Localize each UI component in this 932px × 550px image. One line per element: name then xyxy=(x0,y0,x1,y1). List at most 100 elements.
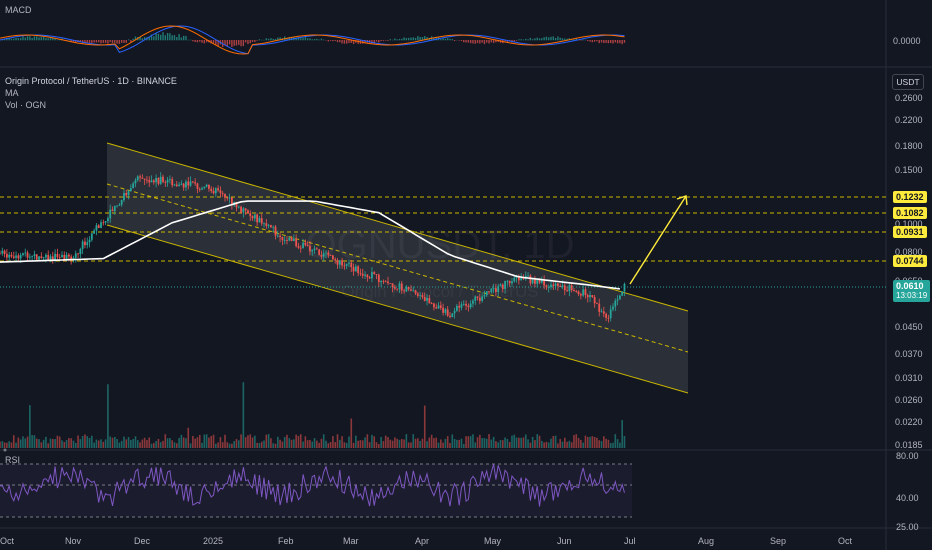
candle[interactable] xyxy=(247,210,249,214)
candle[interactable] xyxy=(125,192,128,196)
candle[interactable] xyxy=(79,248,82,255)
candle[interactable] xyxy=(51,256,54,261)
candle[interactable] xyxy=(490,288,493,293)
candle[interactable] xyxy=(345,263,348,266)
candle[interactable] xyxy=(134,180,137,184)
candle[interactable] xyxy=(469,303,472,308)
candle[interactable] xyxy=(433,303,435,308)
candle[interactable] xyxy=(540,279,543,283)
candle[interactable] xyxy=(256,214,259,223)
candle[interactable] xyxy=(382,281,385,282)
candle[interactable] xyxy=(155,177,158,183)
candle[interactable] xyxy=(607,317,610,319)
candle[interactable] xyxy=(253,214,256,219)
candle[interactable] xyxy=(111,209,114,212)
candle[interactable] xyxy=(5,253,8,258)
candle[interactable] xyxy=(263,223,265,225)
candle[interactable] xyxy=(600,311,603,313)
candle[interactable] xyxy=(407,286,410,290)
candle[interactable] xyxy=(84,241,86,246)
candle[interactable] xyxy=(478,297,481,301)
candle[interactable] xyxy=(582,289,585,296)
candle[interactable] xyxy=(343,265,346,267)
candle[interactable] xyxy=(205,184,208,187)
candle[interactable] xyxy=(244,208,247,211)
candle[interactable] xyxy=(366,274,369,278)
candle[interactable] xyxy=(3,250,6,254)
candle[interactable] xyxy=(341,260,343,266)
candle[interactable] xyxy=(497,286,500,293)
candle[interactable] xyxy=(86,242,89,246)
candle[interactable] xyxy=(332,255,334,260)
channel-lower-line[interactable] xyxy=(106,224,689,394)
candle[interactable] xyxy=(313,248,316,251)
candle[interactable] xyxy=(12,256,15,258)
candle[interactable] xyxy=(90,233,93,240)
candle[interactable] xyxy=(70,256,73,260)
candle[interactable] xyxy=(559,285,562,288)
candle[interactable] xyxy=(435,307,438,309)
candle[interactable] xyxy=(354,266,357,272)
candle[interactable] xyxy=(15,255,17,258)
ma-legend[interactable]: MA xyxy=(5,88,19,98)
candle[interactable] xyxy=(203,186,206,189)
candle[interactable] xyxy=(586,295,589,298)
candle[interactable] xyxy=(368,277,371,279)
candle[interactable] xyxy=(309,245,311,252)
candle[interactable] xyxy=(139,176,141,178)
candle[interactable] xyxy=(97,225,100,228)
candle[interactable] xyxy=(458,305,461,308)
candle[interactable] xyxy=(100,222,102,228)
candle[interactable] xyxy=(54,253,57,261)
candle[interactable] xyxy=(534,278,536,284)
candle[interactable] xyxy=(593,297,596,304)
candle[interactable] xyxy=(22,253,24,256)
candle[interactable] xyxy=(226,197,229,199)
candle[interactable] xyxy=(260,218,263,224)
candle[interactable] xyxy=(31,256,34,257)
candle[interactable] xyxy=(189,181,192,186)
candle[interactable] xyxy=(543,279,546,286)
candle[interactable] xyxy=(325,252,327,254)
volume-legend[interactable]: Vol · OGN xyxy=(5,100,47,110)
candle[interactable] xyxy=(162,176,164,182)
candle[interactable] xyxy=(495,288,497,293)
candle[interactable] xyxy=(384,281,387,283)
candle[interactable] xyxy=(536,280,539,284)
currency-button[interactable]: USDT xyxy=(892,74,924,90)
candle[interactable] xyxy=(217,188,220,191)
candle[interactable] xyxy=(178,184,180,187)
candle[interactable] xyxy=(577,291,580,295)
candle[interactable] xyxy=(501,284,504,289)
candle[interactable] xyxy=(414,290,417,294)
candle[interactable] xyxy=(249,213,252,217)
candle[interactable] xyxy=(81,241,84,249)
ma-line[interactable] xyxy=(0,200,621,290)
candle[interactable] xyxy=(591,294,594,298)
candle[interactable] xyxy=(474,296,477,301)
candle[interactable] xyxy=(148,180,151,183)
channel-upper-line[interactable] xyxy=(106,142,689,312)
candle[interactable] xyxy=(74,253,77,258)
candle[interactable] xyxy=(476,296,479,298)
candle[interactable] xyxy=(552,284,555,286)
candle[interactable] xyxy=(116,205,118,207)
candle[interactable] xyxy=(361,273,364,276)
candle[interactable] xyxy=(623,283,626,292)
candle[interactable] xyxy=(467,305,470,308)
candle[interactable] xyxy=(605,313,608,318)
candle[interactable] xyxy=(24,252,27,254)
candle[interactable] xyxy=(506,280,509,282)
candle[interactable] xyxy=(166,179,169,183)
candle[interactable] xyxy=(283,240,286,241)
candle[interactable] xyxy=(299,247,302,249)
candle[interactable] xyxy=(228,197,231,199)
candle[interactable] xyxy=(146,179,148,181)
candle[interactable] xyxy=(77,253,79,255)
candle[interactable] xyxy=(545,285,548,288)
candle[interactable] xyxy=(320,254,323,257)
candle[interactable] xyxy=(563,285,566,291)
candle[interactable] xyxy=(201,188,203,190)
candle[interactable] xyxy=(10,254,13,257)
candle[interactable] xyxy=(129,188,132,192)
